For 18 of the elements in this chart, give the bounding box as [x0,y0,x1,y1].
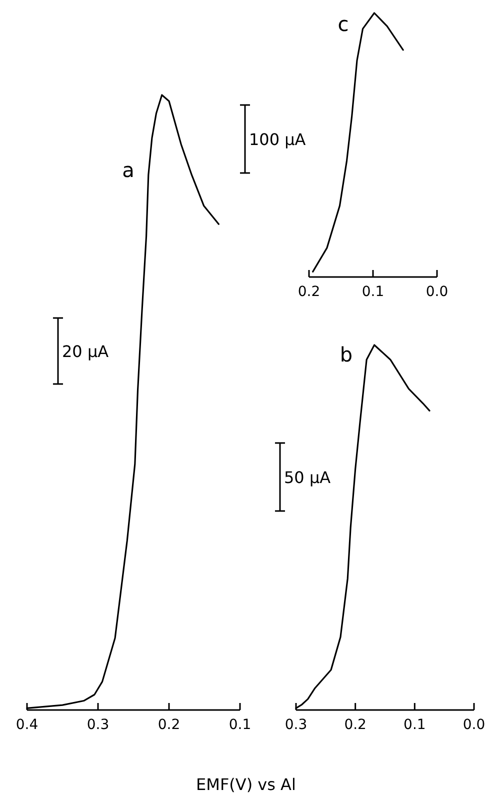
series-label: b [340,342,353,367]
x-tick-label: 0.0 [462,717,486,733]
x-tick-label: 0.4 [16,717,38,733]
x-axis-title: EMF(V) vs Al [196,775,296,794]
x-tick-label: 0.3 [86,717,110,733]
x-tick-label: 0.2 [158,717,180,733]
annotation: 20 μA [62,342,109,361]
x-tick-label: 0.1 [404,717,426,733]
annotation: 50 μA [284,468,331,487]
x-tick-label: 0.2 [298,284,320,300]
series-label: c [338,12,349,36]
x-tick-label: 0.1 [362,284,384,300]
x-tick-label: 0.2 [344,717,366,733]
series-label: a [122,158,134,182]
text: 100 μA [249,130,306,149]
x-tick-label: 0.3 [284,717,308,733]
x-tick-label: 0.0 [426,284,448,300]
x-tick-label: 0.1 [228,717,252,733]
